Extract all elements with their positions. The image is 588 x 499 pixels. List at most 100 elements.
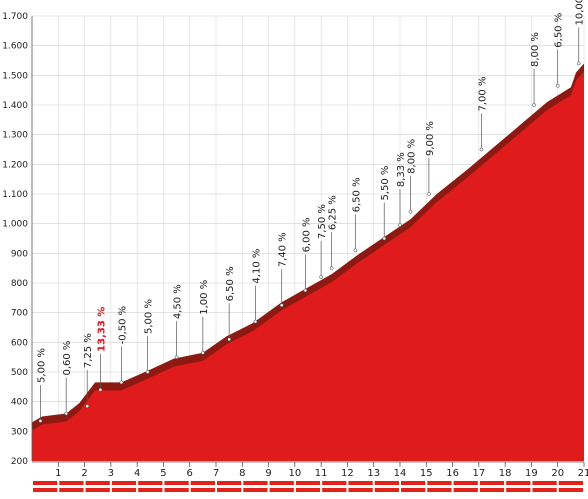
x-tick-label: 21 <box>578 468 588 479</box>
y-tick-label: 600 <box>11 338 28 348</box>
y-tick-label: 800 <box>11 279 28 289</box>
km-bar-segment <box>506 481 531 485</box>
x-tick-label: 17 <box>472 468 485 479</box>
gradient-point <box>555 83 560 88</box>
gradient-label: 10,00 % <box>575 0 586 25</box>
y-tick-label: 1.700 <box>2 12 28 22</box>
y-tick-label: 1.300 <box>2 131 28 141</box>
y-tick-label: 400 <box>11 398 28 408</box>
x-tick-label: 15 <box>420 468 433 479</box>
km-bar-segment <box>243 488 268 492</box>
gradient-point <box>279 303 284 308</box>
gradient-point <box>253 319 258 324</box>
gradient-label: 7,50 % <box>317 204 328 239</box>
km-bar-segment <box>85 488 110 492</box>
km-bar-segment <box>190 488 215 492</box>
km-bar-segment <box>532 481 557 485</box>
km-bar-segment <box>190 481 215 485</box>
km-bar-segment <box>164 488 189 492</box>
km-bar-segment <box>111 481 137 485</box>
y-tick-label: 1.100 <box>2 190 28 200</box>
km-bar-segment <box>217 481 242 485</box>
km-bar-segment <box>269 481 294 485</box>
gradient-point <box>329 266 334 271</box>
km-bar-segment <box>59 488 84 492</box>
gradient-point <box>576 61 581 66</box>
km-bar-segment <box>427 481 452 485</box>
km-bar-segment <box>33 481 58 485</box>
x-tick-label: 11 <box>315 468 328 479</box>
gradient-label: 6,00 % <box>301 217 312 252</box>
gradient-label: 8,00 % <box>530 32 541 67</box>
km-bar-segment <box>558 481 583 485</box>
gradient-point <box>145 370 150 374</box>
gradient-label: 6,50 % <box>351 177 362 212</box>
gradient-label: 8,33 % <box>396 152 407 187</box>
x-tick-label: 14 <box>394 468 407 479</box>
y-tick-label: 700 <box>11 309 28 319</box>
x-tick-label: 3 <box>108 468 114 479</box>
km-bar-segment <box>401 488 426 492</box>
km-bar-segment <box>295 481 321 485</box>
y-axis: 200 300 400 500 600 700 800 900 1.000 1.100 1.200 1… <box>2 12 33 467</box>
km-bar-segment <box>453 481 478 485</box>
km-bar-segment <box>453 488 478 492</box>
x-tick-label: 4 <box>134 468 140 479</box>
gradient-point <box>174 355 179 360</box>
gradient-label: 5,50 % <box>380 166 391 201</box>
x-axis: 1 2 3 4 5 6 7 8 9 10 11 12 13 14 15 16 17 18 19 20 21 <box>32 461 588 492</box>
gradient-label: 7,40 % <box>278 232 289 267</box>
gradient-label: 13,33 % <box>96 307 107 352</box>
x-tick-label: 9 <box>265 468 271 479</box>
km-bar-segment <box>558 488 583 492</box>
gradient-point <box>382 236 387 241</box>
y-tick-label: 1.000 <box>2 220 28 230</box>
x-tick-label: 12 <box>341 468 354 479</box>
y-tick-label: 500 <box>11 368 28 378</box>
km-bar-segment <box>269 488 294 492</box>
x-tick-label: 2 <box>81 468 87 479</box>
gradient-label: 5,00 % <box>36 348 47 383</box>
gradient-point <box>64 411 69 416</box>
x-tick-label: 18 <box>499 468 512 479</box>
gradient-labels: 5,00 % 0,60 % 7,25 % 13,33 % -0,50 % 5,00 % 4,… <box>36 0 586 423</box>
gradient-label: -0,50 % <box>117 306 128 345</box>
gradient-label: 7,25 % <box>83 333 94 368</box>
x-tick-label: 10 <box>288 468 301 479</box>
km-bar-segment <box>479 481 505 485</box>
x-tick-label: 1 <box>55 468 61 479</box>
km-bar-segment <box>138 481 163 485</box>
gradient-label: 1,00 % <box>199 280 210 315</box>
y-tick-label: 1.500 <box>2 71 28 81</box>
y-tick-label: 1.600 <box>2 42 28 52</box>
gradient-label: 4,50 % <box>173 284 184 319</box>
y-tick-label: 1.200 <box>2 160 28 170</box>
gradient-label: 7,00 % <box>477 77 488 112</box>
km-bar-segment <box>164 481 189 485</box>
gradient-point <box>85 404 90 408</box>
gradient-point <box>532 103 536 107</box>
gradient-point <box>201 350 205 355</box>
gradient-point <box>319 275 323 279</box>
x-tick-label: 13 <box>367 468 380 479</box>
km-bar-segment <box>111 488 137 492</box>
km-bar-segment <box>374 481 399 485</box>
gradient-label: 5,00 % <box>144 299 155 334</box>
gradient-point <box>353 248 358 253</box>
km-bar-segment <box>243 481 268 485</box>
gradient-label: 0,60 % <box>62 341 73 376</box>
gradient-point <box>98 387 103 392</box>
x-tick-label: 8 <box>239 468 245 479</box>
gradient-label: 6,50 % <box>225 266 236 301</box>
gradient-label: 8,00 % <box>407 139 418 174</box>
km-bar-segment <box>217 488 242 492</box>
km-bar-segment <box>348 488 373 492</box>
gradient-point <box>479 147 484 152</box>
x-tick-label: 16 <box>446 468 459 479</box>
x-tick-label: 5 <box>160 468 166 479</box>
profile-area <box>32 71 584 461</box>
y-tick-label: 200 <box>11 457 28 467</box>
gradient-label: 6,25 % <box>328 195 339 230</box>
km-bar-segment <box>85 481 110 485</box>
